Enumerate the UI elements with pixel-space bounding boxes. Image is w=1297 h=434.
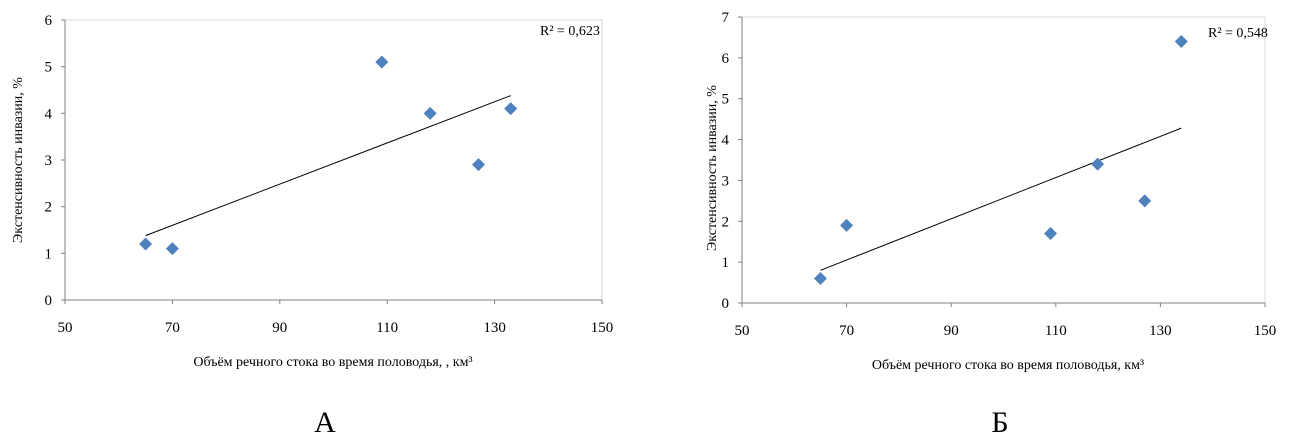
y-tick-label: 7 (722, 10, 730, 26)
x-tick-label: 90 (944, 323, 959, 339)
x-tick-label: 110 (376, 320, 398, 336)
x-tick-label: 130 (1149, 323, 1172, 339)
y-tick-label: 4 (722, 133, 730, 149)
y-tick-label: 4 (45, 106, 53, 122)
x-tick-label: 90 (272, 320, 287, 336)
y-tick-label: 2 (45, 200, 53, 216)
y-tick-label: 5 (45, 60, 53, 76)
x-axis-title: Объём речного стока во время половодья, … (193, 355, 472, 370)
y-tick-label: 3 (722, 173, 730, 189)
plot-area (64, 19, 603, 301)
y-tick-label: 6 (722, 51, 730, 67)
panel-label: Б (991, 406, 1008, 434)
data-point (165, 242, 179, 256)
data-point (840, 218, 854, 232)
panel-label: А (314, 406, 336, 434)
data-point (1138, 194, 1152, 208)
chart-panel-1: 0 1 2 3 4 5 6 50 70 90 110 130 150 R² = 0,623 Объём ре… (11, 13, 613, 434)
data-point (504, 102, 518, 116)
data-point (1091, 157, 1105, 171)
y-tick-label: 5 (722, 92, 730, 108)
x-tick-label: 50 (58, 320, 73, 336)
x-tick-label: 130 (483, 320, 506, 336)
r-squared-label: R² = 0,548 (1208, 26, 1268, 41)
y-tick-label: 1 (45, 246, 53, 262)
trendline (820, 127, 1182, 271)
trendline (145, 95, 511, 237)
y-axis-title: Экстенсивность инвазии, % (11, 77, 26, 243)
data-point (1044, 227, 1058, 241)
r-squared-label: R² = 0,623 (540, 24, 600, 39)
y-tick-label: 3 (45, 153, 53, 169)
data-point (423, 106, 437, 120)
y-tick-label: 1 (722, 255, 730, 271)
data-point (1174, 35, 1188, 49)
x-tick-label: 150 (591, 320, 614, 336)
y-tick-label: 2 (722, 214, 730, 230)
x-tick-label: 70 (165, 320, 180, 336)
y-tick-label: 6 (45, 13, 53, 29)
x-tick-label: 70 (839, 323, 854, 339)
y-axis-title: Экстенсивность инвазии, % (705, 85, 720, 251)
x-tick-label: 110 (1045, 323, 1067, 339)
data-point (471, 158, 485, 172)
chart-panel-2: 0 1 2 3 4 5 6 7 50 70 90 110 130 150 R² = 0,548 Объём р… (705, 10, 1276, 434)
y-tick-label: 0 (45, 293, 53, 309)
data-point (139, 237, 153, 251)
y-tick-label: 0 (722, 296, 730, 312)
data-point (813, 271, 827, 285)
data-point (375, 55, 389, 69)
x-tick-label: 50 (735, 323, 750, 339)
x-tick-label: 150 (1254, 323, 1277, 339)
x-axis-title: Объём речного стока во время половодья, … (872, 358, 1144, 373)
plot-area (741, 16, 1266, 304)
